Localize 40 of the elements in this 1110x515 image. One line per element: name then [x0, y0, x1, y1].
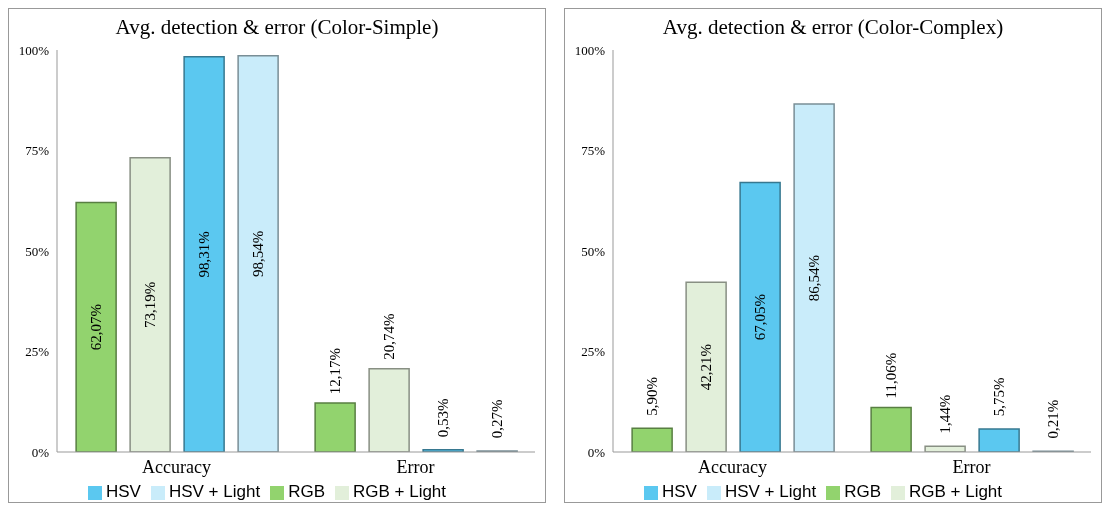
data-label: 73,19% [142, 281, 159, 329]
legend-label: RGB [844, 482, 881, 501]
data-label: 12,17% [327, 347, 344, 395]
data-label: 62,07% [88, 304, 105, 351]
legend-label: HSV + Light [168, 482, 261, 501]
x-tick-label: Accuracy [698, 456, 767, 477]
data-label: 98,54% [250, 230, 267, 278]
legend-label: HSV [105, 482, 141, 501]
legend-label: HSV + Light [724, 482, 817, 501]
data-label: 0,27% [489, 399, 506, 439]
y-tick-label: 0% [31, 444, 50, 460]
data-label: 0,21% [1045, 399, 1062, 439]
chart-title: Avg. detection & error (Color-Complex) [661, 14, 1005, 41]
data-label: 86,54% [806, 254, 823, 302]
y-tick-label: 75% [581, 143, 606, 159]
chart-title: Avg. detection & error (Color-Simple) [114, 14, 440, 41]
legend-label: RGB + Light [352, 482, 447, 501]
data-label: 5,90% [644, 376, 661, 416]
y-tick-label: 25% [25, 344, 50, 360]
legend-label: RGB [288, 482, 325, 501]
y-tick-label: 100% [574, 42, 606, 58]
data-label: 11,06% [883, 352, 900, 399]
data-label: 42,21% [698, 344, 715, 391]
x-tick-label: Accuracy [142, 456, 211, 477]
legend-label: RGB + Light [908, 482, 1003, 501]
data-label: 98,31% [196, 231, 213, 278]
x-tick-label: Error [952, 456, 991, 477]
data-label: 1,44% [937, 394, 954, 434]
y-tick-label: 0% [587, 444, 606, 460]
data-label: 0,53% [435, 398, 452, 438]
data-label: 67,05% [752, 294, 769, 341]
legend-label: HSV [661, 482, 697, 501]
y-tick-label: 25% [581, 344, 606, 360]
data-label: 5,75% [991, 377, 1008, 417]
y-tick-label: 75% [25, 143, 50, 159]
y-tick-label: 50% [581, 243, 606, 259]
y-tick-label: 50% [25, 243, 50, 259]
x-tick-label: Error [396, 456, 435, 477]
data-label: 20,74% [381, 313, 398, 360]
y-tick-label: 100% [18, 42, 50, 58]
